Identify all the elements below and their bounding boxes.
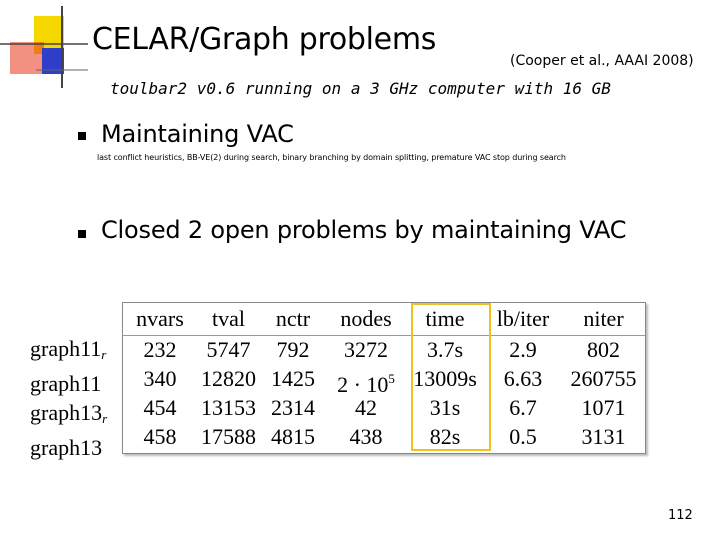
table-header: nodes xyxy=(340,306,392,331)
page-number: 112 xyxy=(668,508,693,523)
slide-logo xyxy=(0,0,90,90)
table-cell: 6.7 xyxy=(509,395,537,420)
table-cell: 6.63 xyxy=(503,366,543,391)
table-cell: 82s xyxy=(429,424,461,449)
header-divider xyxy=(123,335,645,336)
table-header: time xyxy=(425,306,465,331)
table-cell: 438 xyxy=(349,424,383,449)
table-cell: 1425 xyxy=(271,366,315,391)
table-cell: 2.9 xyxy=(509,337,537,362)
table-cell: 454 xyxy=(143,395,177,420)
table-header: nvars xyxy=(136,306,184,331)
table-grid: nvars tval nctr nodes time lb/iter niter… xyxy=(123,303,645,451)
table-cell: 340 xyxy=(143,366,177,391)
results-table: nvars tval nctr nodes time lb/iter niter… xyxy=(122,302,646,454)
table-cell: 3.7s xyxy=(426,337,464,362)
table-header: niter xyxy=(583,306,624,331)
row-label: graph13 xyxy=(30,435,103,460)
table-header: tval xyxy=(212,306,245,331)
table-cell: 802 xyxy=(587,337,620,362)
table-cell: 792 xyxy=(276,337,310,362)
table-cell: 17588 xyxy=(201,424,256,449)
bullet-square-icon xyxy=(78,230,86,238)
table-cell: 458 xyxy=(143,424,177,449)
citation: (Cooper et al., AAAI 2008) xyxy=(510,53,694,69)
bullet-detail: last conflict heuristics, BB-VE(2) durin… xyxy=(97,153,566,162)
subtitle: toulbar2 v0.6 running on a 3 GHz compute… xyxy=(110,79,611,98)
table-cell: 31s xyxy=(429,395,461,420)
table-cell: 0.5 xyxy=(509,424,537,449)
table-cell: 3131 xyxy=(581,424,626,449)
bullet-closed-problems: Closed 2 open problems by maintaining VA… xyxy=(101,216,627,244)
table-cell: 13153 xyxy=(201,395,256,420)
table-header: lb/iter xyxy=(496,306,550,331)
slide-title: CELAR/Graph problems xyxy=(92,22,437,57)
row-label: graph11 xyxy=(30,371,102,396)
bullet-maintaining-vac: Maintaining VAC xyxy=(101,120,294,148)
bullet-square-icon xyxy=(78,132,86,140)
table-cell: 232 xyxy=(143,337,177,362)
table-cell: 260755 xyxy=(570,366,637,391)
table-cell: 4815 xyxy=(271,424,315,449)
table-cell: 12820 xyxy=(201,366,256,391)
row-label: graph13r xyxy=(30,400,108,426)
table-cell: 2314 xyxy=(271,395,315,420)
table-row-labels: graph11r graph11 graph13r graph13 xyxy=(30,334,118,462)
table-cell: 5747 xyxy=(206,337,251,362)
table-cell: 13009s xyxy=(413,366,477,391)
table-cell: 2 · 105 xyxy=(337,371,395,397)
table-cell: 1071 xyxy=(581,395,626,420)
table-cell: 3272 xyxy=(344,337,388,362)
table-header: nctr xyxy=(275,306,311,331)
row-label: graph11r xyxy=(30,336,107,362)
table-cell: 42 xyxy=(355,395,377,420)
